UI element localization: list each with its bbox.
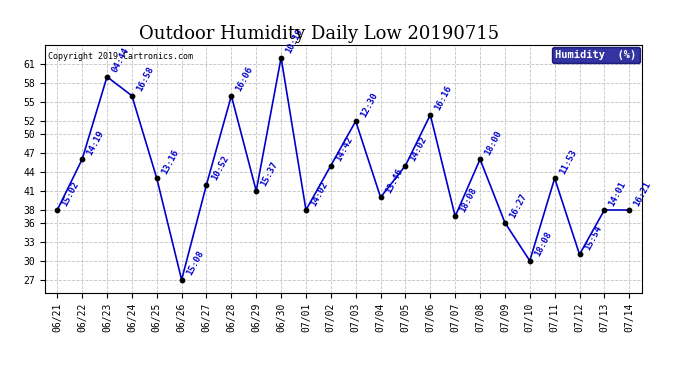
Text: 14:42: 14:42 xyxy=(334,135,355,163)
Text: 16:16: 16:16 xyxy=(433,84,454,112)
Text: 14:19: 14:19 xyxy=(85,129,106,157)
Text: Copyright 2019 Cartronics.com: Copyright 2019 Cartronics.com xyxy=(48,53,193,62)
Legend: Humidity  (%): Humidity (%) xyxy=(552,47,640,63)
Text: 14:01: 14:01 xyxy=(607,180,628,207)
Text: 15:02: 15:02 xyxy=(60,180,81,207)
Point xyxy=(425,112,436,118)
Text: 18:00: 18:00 xyxy=(483,129,504,157)
Point xyxy=(300,207,311,213)
Text: 15:54: 15:54 xyxy=(582,224,603,252)
Point xyxy=(226,93,237,99)
Point xyxy=(624,207,635,213)
Point xyxy=(250,188,262,194)
Point xyxy=(101,74,112,80)
Text: 11:53: 11:53 xyxy=(558,148,578,176)
Point xyxy=(126,93,137,99)
Text: 14:02: 14:02 xyxy=(408,135,429,163)
Text: 13:46: 13:46 xyxy=(384,167,404,195)
Text: 16:06: 16:06 xyxy=(235,65,255,93)
Text: 04:44: 04:44 xyxy=(110,46,130,74)
Text: 10:19: 10:19 xyxy=(284,27,305,55)
Text: 12:30: 12:30 xyxy=(359,91,380,118)
Point xyxy=(500,220,511,226)
Point xyxy=(400,163,411,169)
Title: Outdoor Humidity Daily Low 20190715: Outdoor Humidity Daily Low 20190715 xyxy=(139,26,500,44)
Text: 18:08: 18:08 xyxy=(533,230,553,258)
Text: 15:08: 15:08 xyxy=(185,249,205,277)
Point xyxy=(151,175,162,181)
Point xyxy=(574,251,585,257)
Point xyxy=(275,55,286,61)
Point xyxy=(325,163,336,169)
Point xyxy=(599,207,610,213)
Point xyxy=(375,194,386,200)
Text: 16:58: 16:58 xyxy=(135,65,155,93)
Text: 16:27: 16:27 xyxy=(508,192,529,220)
Point xyxy=(450,213,461,219)
Point xyxy=(524,258,535,264)
Text: 14:02: 14:02 xyxy=(309,180,330,207)
Point xyxy=(52,207,63,213)
Point xyxy=(549,175,560,181)
Point xyxy=(351,118,362,124)
Text: 16:21: 16:21 xyxy=(632,180,653,207)
Text: 10:52: 10:52 xyxy=(210,154,230,182)
Text: 13:16: 13:16 xyxy=(160,148,180,176)
Text: 15:37: 15:37 xyxy=(259,160,279,188)
Point xyxy=(201,182,212,188)
Point xyxy=(475,156,486,162)
Point xyxy=(176,277,187,283)
Text: 18:08: 18:08 xyxy=(458,186,479,214)
Point xyxy=(77,156,88,162)
